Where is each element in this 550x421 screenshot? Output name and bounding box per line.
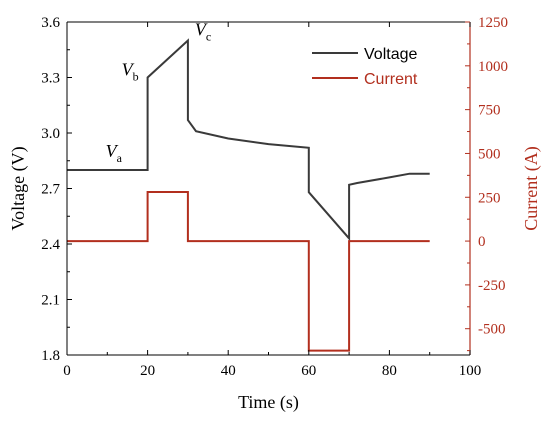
left-y-tick-label: 3.3	[41, 71, 60, 87]
x-tick-label: 20	[140, 363, 155, 379]
x-tick-label: 40	[221, 363, 236, 379]
left-y-axis-title: Voltage (V)	[8, 146, 29, 230]
series-layer	[67, 38, 430, 352]
series-line-voltage	[67, 38, 430, 242]
right-y-tick-label: 0	[478, 234, 486, 250]
axes: 0 20 40 60 80 100 1.8 2.1 2.4 2.7 3.0 3.3 3.6 -500 -25…	[8, 15, 542, 413]
right-y-tick-label: -500	[478, 322, 506, 338]
left-y-tick-label: 1.8	[41, 348, 60, 364]
legend: Voltage Current	[312, 46, 418, 88]
x-axis-title: Time (s)	[238, 392, 299, 413]
x-tick-label: 60	[301, 363, 316, 379]
left-y-tick-label: 3.0	[41, 126, 60, 142]
right-y-axis-title: Current (A)	[521, 146, 542, 230]
legend-label-current: Current	[364, 71, 418, 88]
right-y-tick-label: 750	[478, 103, 501, 119]
right-y-tick-label: -250	[478, 278, 506, 294]
series-line-current	[67, 191, 430, 352]
right-y-tick-label: 500	[478, 146, 501, 162]
legend-label-voltage: Voltage	[364, 46, 417, 63]
x-tick-label: 80	[382, 363, 397, 379]
right-y-tick-label: 250	[478, 190, 501, 206]
annotations: Va Vb Vc	[106, 20, 212, 166]
x-tick-label: 0	[63, 363, 71, 379]
left-y-tick-label: 2.1	[41, 293, 60, 309]
x-tick-label: 100	[459, 363, 482, 379]
left-y-tick-label: 3.6	[41, 15, 60, 31]
right-y-tick-label: 1000	[478, 59, 508, 75]
right-y-tick-label: 1250	[478, 15, 508, 31]
annotation-vc: Vc	[195, 20, 211, 44]
annotation-va: Va	[106, 141, 123, 165]
left-y-tick-label: 2.4	[41, 237, 60, 253]
left-y-tick-label: 2.7	[41, 182, 60, 198]
annotation-vb: Vb	[122, 60, 139, 84]
